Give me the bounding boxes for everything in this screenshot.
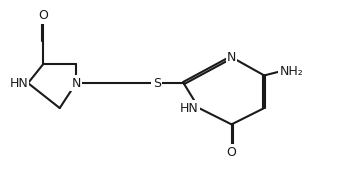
Text: N: N: [71, 77, 81, 90]
Text: O: O: [227, 146, 237, 159]
Text: O: O: [38, 9, 48, 22]
Text: HN: HN: [9, 77, 28, 90]
Text: NH₂: NH₂: [280, 65, 303, 78]
Text: N: N: [227, 51, 236, 64]
Text: S: S: [153, 77, 161, 90]
Text: HN: HN: [180, 102, 199, 115]
